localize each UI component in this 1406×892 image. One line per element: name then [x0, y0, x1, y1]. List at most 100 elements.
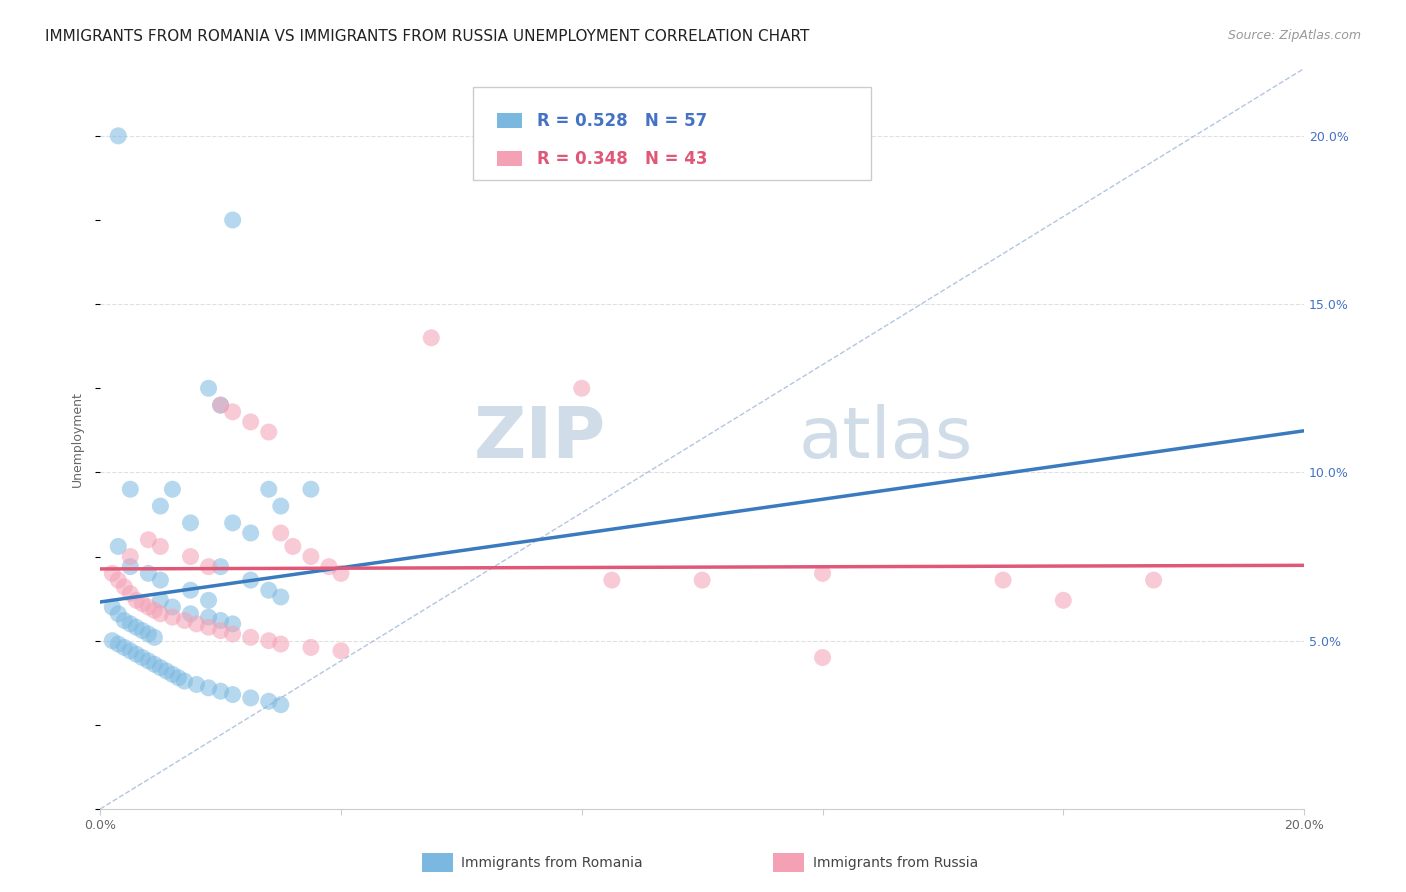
Point: [143, 630, 166, 644]
Point: [107, 607, 129, 621]
Point: [197, 559, 219, 574]
Text: Immigrants from Russia: Immigrants from Russia: [813, 855, 979, 870]
Point: [162, 600, 184, 615]
Point: [107, 637, 129, 651]
Text: atlas: atlas: [799, 404, 973, 474]
Point: [179, 516, 201, 530]
Point: [143, 603, 166, 617]
Point: [186, 616, 208, 631]
Point: [318, 559, 340, 574]
Point: [1052, 593, 1074, 607]
Bar: [498, 152, 522, 166]
Point: [125, 620, 148, 634]
Point: [991, 573, 1014, 587]
Point: [209, 559, 232, 574]
Point: [257, 694, 280, 708]
Text: IMMIGRANTS FROM ROMANIA VS IMMIGRANTS FROM RUSSIA UNEMPLOYMENT CORRELATION CHART: IMMIGRANTS FROM ROMANIA VS IMMIGRANTS FR…: [45, 29, 810, 44]
Point: [239, 526, 262, 541]
Point: [420, 331, 443, 345]
Point: [209, 398, 232, 412]
Point: [221, 405, 243, 419]
Point: [125, 593, 148, 607]
Point: [131, 650, 153, 665]
Point: [209, 398, 232, 412]
Point: [221, 213, 243, 227]
Point: [125, 647, 148, 661]
Point: [107, 128, 129, 143]
Point: [257, 482, 280, 496]
Point: [162, 667, 184, 681]
Point: [101, 600, 124, 615]
Point: [197, 681, 219, 695]
Point: [239, 415, 262, 429]
Point: [155, 664, 177, 678]
Point: [690, 573, 713, 587]
Point: [149, 499, 172, 513]
Point: [101, 633, 124, 648]
Point: [281, 540, 304, 554]
Point: [270, 526, 292, 541]
Point: [299, 482, 322, 496]
Point: [811, 566, 834, 581]
Point: [197, 381, 219, 395]
Point: [299, 549, 322, 564]
Point: [173, 614, 195, 628]
Point: [221, 516, 243, 530]
Point: [107, 573, 129, 587]
Point: [120, 644, 142, 658]
Point: [239, 573, 262, 587]
Text: R = 0.528   N = 57: R = 0.528 N = 57: [537, 112, 707, 129]
Point: [112, 640, 135, 655]
Point: [221, 616, 243, 631]
Point: [138, 533, 160, 547]
Text: R = 0.348   N = 43: R = 0.348 N = 43: [537, 150, 707, 168]
Text: ZIP: ZIP: [474, 404, 606, 474]
Point: [138, 627, 160, 641]
Point: [120, 559, 142, 574]
Point: [270, 499, 292, 513]
Point: [209, 684, 232, 698]
Bar: [422, 853, 453, 872]
Text: Immigrants from Romania: Immigrants from Romania: [461, 855, 643, 870]
Point: [221, 688, 243, 702]
Point: [131, 597, 153, 611]
Point: [101, 566, 124, 581]
Point: [209, 624, 232, 638]
Point: [239, 690, 262, 705]
Point: [162, 610, 184, 624]
Point: [179, 549, 201, 564]
Point: [270, 698, 292, 712]
Point: [120, 549, 142, 564]
Point: [270, 637, 292, 651]
Point: [197, 610, 219, 624]
Point: [138, 566, 160, 581]
Point: [257, 583, 280, 598]
Point: [120, 616, 142, 631]
Point: [162, 482, 184, 496]
Point: [186, 677, 208, 691]
Point: [221, 627, 243, 641]
Point: [107, 540, 129, 554]
Point: [179, 607, 201, 621]
Y-axis label: Unemployment: Unemployment: [72, 391, 84, 487]
Point: [571, 381, 593, 395]
Point: [149, 660, 172, 674]
Point: [1142, 573, 1164, 587]
Bar: [498, 113, 522, 128]
Bar: [773, 853, 804, 872]
Point: [120, 482, 142, 496]
Point: [149, 607, 172, 621]
Point: [209, 614, 232, 628]
Point: [179, 583, 201, 598]
Point: [167, 671, 190, 685]
Point: [257, 425, 280, 439]
Text: Source: ZipAtlas.com: Source: ZipAtlas.com: [1227, 29, 1361, 42]
Point: [112, 614, 135, 628]
Point: [299, 640, 322, 655]
Point: [173, 674, 195, 689]
Point: [120, 586, 142, 600]
Point: [149, 593, 172, 607]
Point: [197, 593, 219, 607]
Point: [197, 620, 219, 634]
Point: [811, 650, 834, 665]
